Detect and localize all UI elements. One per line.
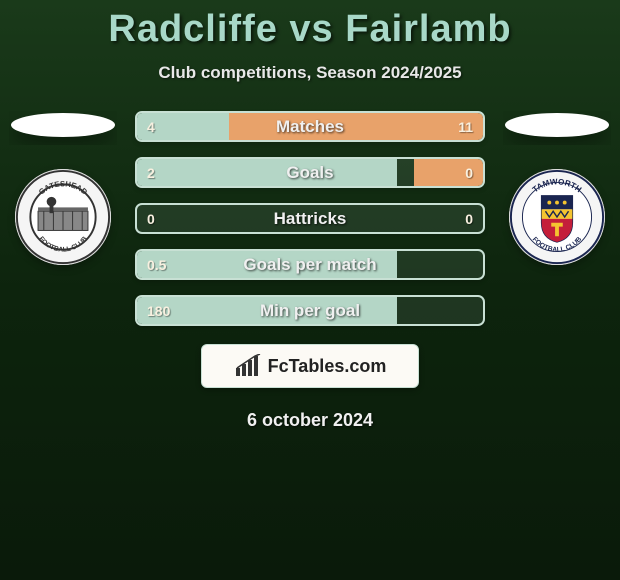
stat-label: Hattricks: [137, 209, 483, 229]
stat-value-right: 11: [458, 119, 473, 135]
stat-label: Goals: [137, 163, 483, 183]
stat-label: Goals per match: [137, 255, 483, 275]
date-text: 6 october 2024: [0, 410, 620, 431]
gateshead-crest-icon: GATESHEAD FOOTBALL CLUB: [15, 169, 111, 265]
page-title: Radcliffe vs Fairlamb: [0, 8, 620, 51]
stat-bar: 180Min per goal: [135, 295, 485, 326]
right-team-ellipse: [503, 111, 611, 145]
stat-bar: 4Matches11: [135, 111, 485, 142]
stat-label: Matches: [137, 117, 483, 137]
subtitle: Club competitions, Season 2024/2025: [0, 63, 620, 83]
bar-chart-icon: [234, 354, 262, 378]
stat-bar: 0Hattricks0: [135, 203, 485, 234]
tamworth-crest-icon: TAMWORTH FOOTBALL CLUB: [509, 169, 605, 265]
stat-value-right: 0: [465, 165, 473, 181]
stats-col: 4Matches112Goals00Hattricks00.5Goals per…: [135, 111, 485, 326]
right-team-crest: TAMWORTH FOOTBALL CLUB: [509, 169, 605, 265]
right-team-col: TAMWORTH FOOTBALL CLUB: [503, 111, 611, 265]
main-row: GATESHEAD FOOTBALL CLUB 4Matches11 2Goals…: [0, 111, 620, 326]
brand-text: FcTables.com: [268, 356, 387, 377]
left-team-crest: GATESHEAD FOOTBALL CLUB: [15, 169, 111, 265]
stat-value-right: 0: [465, 211, 473, 227]
stat-label: Min per goal: [137, 301, 483, 321]
stat-bar: 0.5Goals per match: [135, 249, 485, 280]
left-team-col: GATESHEAD FOOTBALL CLUB: [9, 111, 117, 265]
brand-box[interactable]: FcTables.com: [201, 344, 419, 388]
left-team-ellipse: [9, 111, 117, 145]
stat-bar: 2Goals0: [135, 157, 485, 188]
